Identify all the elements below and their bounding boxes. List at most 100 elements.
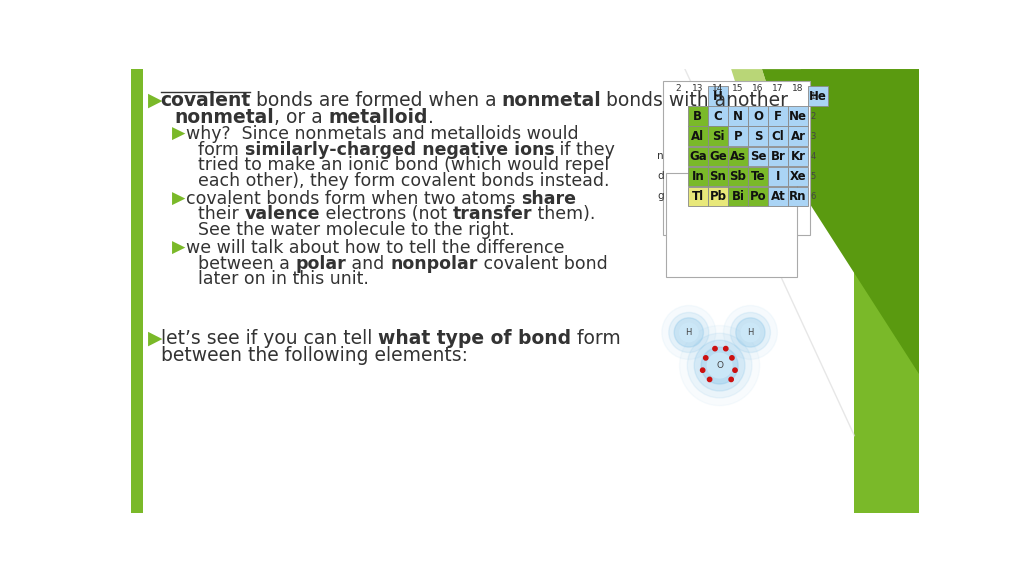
FancyBboxPatch shape bbox=[708, 107, 728, 126]
Circle shape bbox=[729, 377, 733, 381]
Circle shape bbox=[701, 347, 738, 384]
Text: ▶: ▶ bbox=[172, 126, 185, 143]
FancyBboxPatch shape bbox=[788, 146, 808, 166]
Text: nonpolar: nonpolar bbox=[390, 255, 477, 272]
Polygon shape bbox=[731, 69, 801, 190]
Text: between the following elements:: between the following elements: bbox=[161, 346, 468, 365]
Polygon shape bbox=[762, 69, 920, 374]
FancyBboxPatch shape bbox=[749, 146, 768, 166]
Text: electrons (not: electrons (not bbox=[321, 206, 453, 223]
Text: ▶: ▶ bbox=[147, 90, 162, 109]
FancyBboxPatch shape bbox=[664, 81, 810, 234]
FancyBboxPatch shape bbox=[688, 187, 708, 206]
Text: each other), they form covalent bonds instead.: each other), they form covalent bonds in… bbox=[199, 172, 610, 190]
Text: ▶: ▶ bbox=[147, 329, 162, 347]
FancyBboxPatch shape bbox=[749, 107, 768, 126]
Circle shape bbox=[687, 334, 752, 398]
Text: what type of bond: what type of bond bbox=[378, 329, 571, 347]
FancyBboxPatch shape bbox=[768, 146, 787, 166]
FancyBboxPatch shape bbox=[749, 166, 768, 186]
Text: Ar: Ar bbox=[791, 130, 806, 143]
Text: S: S bbox=[754, 130, 762, 143]
Text: 14: 14 bbox=[713, 84, 724, 93]
Text: 13: 13 bbox=[692, 84, 703, 93]
FancyBboxPatch shape bbox=[688, 146, 708, 166]
FancyBboxPatch shape bbox=[788, 107, 808, 126]
Text: Al: Al bbox=[691, 130, 705, 143]
FancyBboxPatch shape bbox=[768, 127, 787, 146]
Circle shape bbox=[736, 318, 765, 347]
FancyBboxPatch shape bbox=[728, 166, 748, 186]
FancyBboxPatch shape bbox=[688, 107, 708, 126]
Text: let’s see if you can tell: let’s see if you can tell bbox=[161, 329, 378, 347]
Text: 2: 2 bbox=[810, 112, 816, 120]
Text: He: He bbox=[809, 90, 827, 103]
FancyBboxPatch shape bbox=[708, 166, 728, 186]
Circle shape bbox=[674, 318, 703, 347]
Text: d: d bbox=[657, 171, 664, 181]
Text: form: form bbox=[199, 141, 245, 159]
Text: Rn: Rn bbox=[790, 190, 807, 203]
FancyBboxPatch shape bbox=[788, 187, 808, 206]
FancyBboxPatch shape bbox=[788, 166, 808, 186]
Text: Sn: Sn bbox=[710, 170, 726, 183]
Text: 4: 4 bbox=[810, 151, 816, 161]
Text: Po: Po bbox=[750, 190, 766, 203]
Text: covalent bonds form when two atoms: covalent bonds form when two atoms bbox=[186, 190, 521, 208]
Text: why?  Since nonmetals and metalloids would: why? Since nonmetals and metalloids woul… bbox=[186, 126, 579, 143]
Text: Xe: Xe bbox=[790, 170, 806, 183]
Circle shape bbox=[708, 377, 712, 381]
Text: Se: Se bbox=[750, 150, 766, 163]
Text: and: and bbox=[346, 255, 390, 272]
Circle shape bbox=[680, 323, 698, 342]
FancyBboxPatch shape bbox=[749, 127, 768, 146]
Circle shape bbox=[724, 305, 777, 359]
Text: H: H bbox=[748, 328, 754, 337]
Text: n: n bbox=[657, 151, 664, 161]
Text: O: O bbox=[753, 110, 763, 123]
Text: their: their bbox=[199, 206, 245, 223]
Circle shape bbox=[724, 347, 728, 351]
Text: Te: Te bbox=[751, 170, 765, 183]
Text: transfer: transfer bbox=[453, 206, 532, 223]
Text: Ne: Ne bbox=[788, 110, 807, 123]
Text: As: As bbox=[730, 150, 745, 163]
Text: bonds with another: bonds with another bbox=[600, 90, 788, 109]
Polygon shape bbox=[854, 69, 920, 513]
FancyBboxPatch shape bbox=[768, 166, 787, 186]
Text: In: In bbox=[691, 170, 705, 183]
Circle shape bbox=[713, 347, 717, 351]
Text: .: . bbox=[428, 108, 434, 127]
Text: 15: 15 bbox=[732, 84, 743, 93]
Text: 18: 18 bbox=[793, 84, 804, 93]
Circle shape bbox=[703, 356, 708, 360]
Text: between a: between a bbox=[199, 255, 296, 272]
Circle shape bbox=[669, 312, 709, 353]
Text: we will talk about how to tell the difference: we will talk about how to tell the diffe… bbox=[186, 239, 564, 257]
Text: similarly-charged negative ions: similarly-charged negative ions bbox=[245, 141, 554, 159]
Text: nonmetal: nonmetal bbox=[174, 108, 274, 127]
Text: I: I bbox=[776, 170, 780, 183]
Text: 3: 3 bbox=[810, 131, 816, 141]
FancyBboxPatch shape bbox=[708, 127, 728, 146]
Text: Ge: Ge bbox=[709, 150, 727, 163]
Text: H: H bbox=[713, 90, 723, 103]
Text: ▶: ▶ bbox=[172, 190, 185, 208]
FancyBboxPatch shape bbox=[728, 146, 748, 166]
Text: if they: if they bbox=[554, 141, 615, 159]
Text: Cl: Cl bbox=[771, 130, 784, 143]
Text: 16: 16 bbox=[753, 84, 764, 93]
Text: Kr: Kr bbox=[791, 150, 806, 163]
Text: Si: Si bbox=[712, 130, 724, 143]
Text: 6: 6 bbox=[810, 192, 816, 200]
Circle shape bbox=[730, 356, 734, 360]
Text: Bi: Bi bbox=[731, 190, 744, 203]
Circle shape bbox=[730, 312, 770, 353]
Text: later on in this unit.: later on in this unit. bbox=[199, 270, 370, 288]
Text: metalloid: metalloid bbox=[329, 108, 428, 127]
FancyBboxPatch shape bbox=[688, 127, 708, 146]
Text: H: H bbox=[686, 328, 692, 337]
FancyBboxPatch shape bbox=[788, 127, 808, 146]
Text: covalent bond: covalent bond bbox=[477, 255, 607, 272]
Text: C: C bbox=[714, 110, 722, 123]
